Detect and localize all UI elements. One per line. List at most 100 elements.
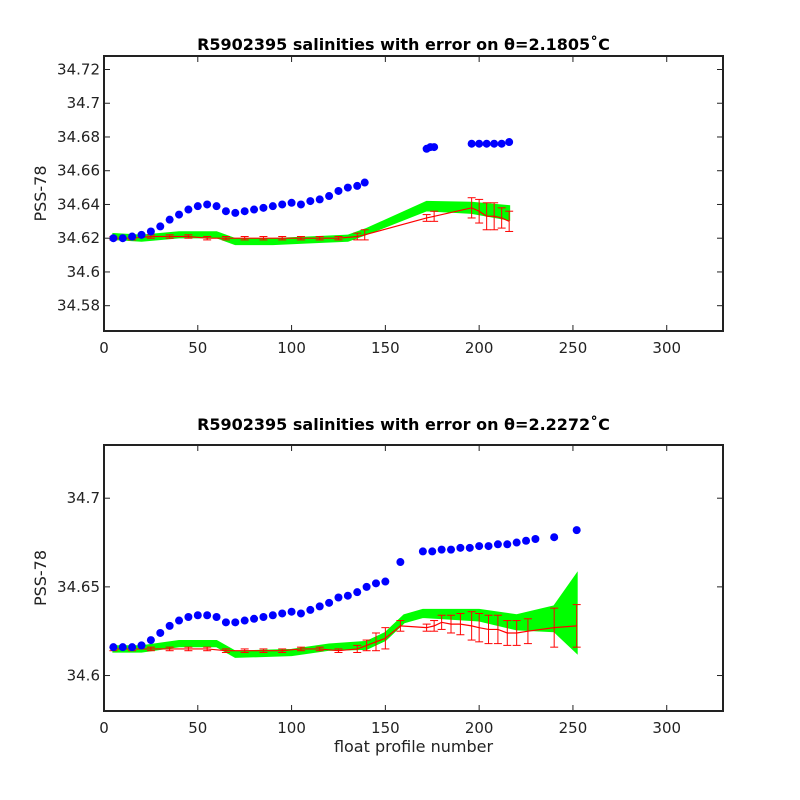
x-tick-label: 150 xyxy=(371,719,400,737)
float-salinity-point xyxy=(505,138,514,147)
chart-title: R5902395 salinities with error on θ=2.22… xyxy=(197,415,610,434)
y-tick-label: 34.68 xyxy=(57,128,100,146)
float-salinity-point xyxy=(437,545,446,554)
x-tick-label: 250 xyxy=(559,719,588,737)
float-salinity-point xyxy=(428,547,437,556)
float-salinity-point xyxy=(137,230,146,239)
float-salinity-point xyxy=(447,545,456,554)
x-tick-label: 50 xyxy=(188,339,207,357)
float-salinity-point xyxy=(156,222,165,231)
float-salinity-point xyxy=(306,197,315,206)
float-salinity-point xyxy=(231,618,240,627)
float-salinity-point xyxy=(268,202,277,211)
float-salinity-point xyxy=(334,186,343,195)
float-salinity-point xyxy=(334,593,343,602)
x-tick-label: 100 xyxy=(277,719,306,737)
x-tick-label: 250 xyxy=(559,339,588,357)
float-salinity-point xyxy=(465,543,474,552)
error-mean-line xyxy=(113,621,577,652)
y-tick-label: 34.65 xyxy=(57,578,100,596)
float-salinity-point xyxy=(287,607,296,616)
axes-frame xyxy=(103,55,724,332)
mapped-salinity-line xyxy=(113,204,510,244)
float-salinity-point xyxy=(137,641,146,650)
float-salinity-point xyxy=(475,542,484,551)
chart-panel-1: 0 50 100 150 200 250 300 34.58 34.6 34.62 34.64 34.… xyxy=(31,35,724,357)
float-salinity-point xyxy=(184,613,193,622)
axes-frame xyxy=(103,444,724,712)
x-tick-label: 100 xyxy=(277,339,306,357)
float-salinity-point xyxy=(467,139,476,148)
float-salinity-point xyxy=(221,207,230,216)
float-salinity-point xyxy=(325,598,334,607)
float-salinity-point xyxy=(165,215,174,224)
float-salinity-point xyxy=(362,582,371,591)
float-salinity-point xyxy=(550,533,559,542)
float-salinity-point xyxy=(493,540,502,549)
float-salinity-point xyxy=(156,628,165,637)
x-tick-label: 150 xyxy=(371,339,400,357)
float-salinity-point xyxy=(175,616,184,625)
float-salinity-series xyxy=(109,138,514,243)
x-tick-label: 200 xyxy=(465,719,494,737)
float-salinity-point xyxy=(512,538,521,547)
float-salinity-point xyxy=(315,195,324,204)
float-salinity-point xyxy=(475,139,484,148)
float-salinity-point xyxy=(109,643,118,652)
float-salinity-point xyxy=(250,205,259,214)
x-tick-label: 300 xyxy=(652,339,681,357)
float-salinity-point xyxy=(572,526,581,535)
x-tick-label: 200 xyxy=(465,339,494,357)
float-salinity-point xyxy=(203,611,212,620)
y-axis-label: PSS-78 xyxy=(31,550,50,606)
float-salinity-point xyxy=(418,547,427,556)
y-tick-label: 34.7 xyxy=(67,94,100,112)
float-salinity-point xyxy=(287,198,296,207)
float-salinity-point xyxy=(278,609,287,618)
y-tick-label: 34.6 xyxy=(67,667,100,685)
float-salinity-point xyxy=(259,613,268,622)
float-salinity-point xyxy=(128,643,137,652)
float-salinity-point xyxy=(430,143,439,152)
y-tick-label: 34.7 xyxy=(67,489,100,507)
x-tick-label: 0 xyxy=(99,719,109,737)
float-salinity-point xyxy=(371,579,380,588)
float-salinity-point xyxy=(240,207,249,216)
float-salinity-point xyxy=(231,208,240,217)
plot-area xyxy=(109,138,514,246)
y-tick-label: 34.72 xyxy=(57,60,100,78)
plot-area xyxy=(109,526,581,658)
float-salinity-point xyxy=(184,205,193,214)
float-salinity-point xyxy=(146,636,155,645)
y-tick-label: 34.6 xyxy=(67,263,100,281)
float-salinity-point xyxy=(343,591,352,600)
float-salinity-point xyxy=(203,200,212,209)
error-bar xyxy=(505,210,514,232)
y-tick-label: 34.64 xyxy=(57,195,100,213)
y-tick-label: 34.62 xyxy=(57,229,100,247)
float-salinity-point xyxy=(128,232,137,241)
float-salinity-point xyxy=(503,540,512,549)
float-salinity-point xyxy=(240,616,249,625)
float-salinity-point xyxy=(490,139,499,148)
x-tick-label: 300 xyxy=(652,719,681,737)
float-salinity-point xyxy=(306,605,315,614)
float-salinity-point xyxy=(250,614,259,623)
float-salinity-point xyxy=(353,181,362,190)
y-tick-label: 34.58 xyxy=(57,297,100,315)
float-salinity-point xyxy=(175,210,184,219)
float-salinity-point xyxy=(353,588,362,597)
float-salinity-point xyxy=(360,178,369,187)
chart-panel-2: 0 50 100 150 200 250 300 34.6 34.65 34.7 R5902395 … xyxy=(31,415,724,756)
float-salinity-point xyxy=(193,202,202,211)
float-salinity-point xyxy=(268,611,277,620)
float-salinity-point xyxy=(396,558,405,567)
x-tick-label: 50 xyxy=(188,719,207,737)
float-salinity-point xyxy=(484,542,493,551)
float-salinity-point xyxy=(212,613,221,622)
float-salinity-point xyxy=(165,621,174,630)
x-tick-label: 0 xyxy=(99,339,109,357)
float-salinity-point xyxy=(118,643,127,652)
float-salinity-point xyxy=(193,611,202,620)
y-tick-label: 34.66 xyxy=(57,162,100,180)
